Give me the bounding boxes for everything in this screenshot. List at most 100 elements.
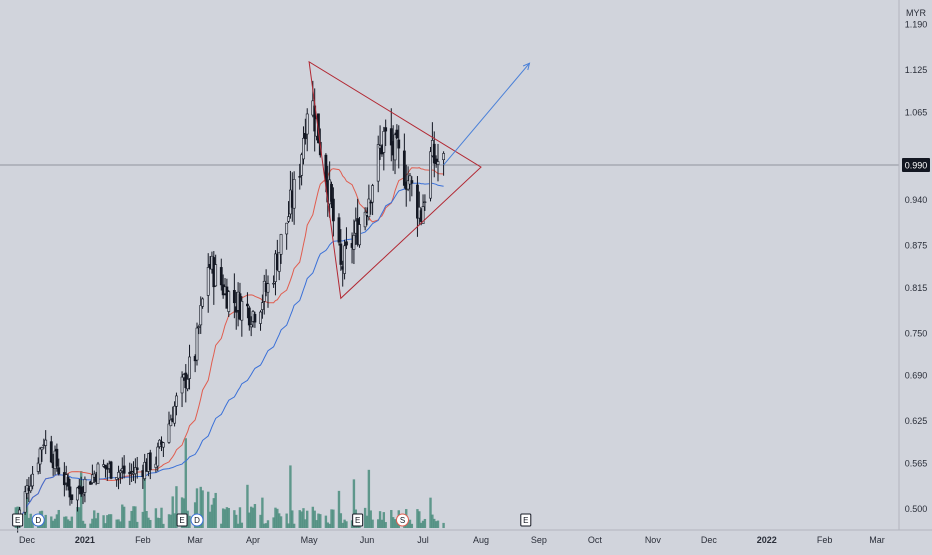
volume-bar	[324, 515, 328, 528]
candle-body	[442, 153, 445, 161]
event-marker-e-6[interactable]	[520, 513, 532, 527]
candle-body	[38, 448, 42, 465]
candle-body	[352, 235, 356, 250]
volume-bar	[171, 496, 174, 528]
y-tick-label-7: 0.750	[905, 328, 928, 338]
volume-bar	[371, 519, 374, 528]
candle-body	[345, 241, 348, 246]
y-tick-label-6: 0.815	[905, 283, 928, 293]
candle-body	[44, 439, 48, 446]
volume-bar	[261, 497, 264, 528]
x-tick-label-10: Oct	[588, 535, 603, 545]
candle-body	[423, 201, 427, 203]
candle-body	[232, 290, 236, 304]
volume-bar	[25, 497, 29, 528]
volume-bar	[264, 523, 268, 528]
volume-bar	[78, 507, 81, 528]
event-marker-d-3[interactable]	[190, 513, 204, 527]
candle-body	[57, 467, 61, 475]
candle-body	[199, 305, 203, 326]
candle-body	[29, 485, 33, 492]
candle-body	[402, 150, 406, 186]
volume-bar	[145, 510, 148, 528]
volume-bar	[416, 509, 419, 528]
volume-bar	[300, 511, 303, 528]
x-tick-label-5: May	[301, 535, 319, 545]
candle-body	[389, 128, 393, 146]
candle-body	[167, 423, 171, 443]
candle-body	[305, 113, 309, 135]
event-marker-s-5[interactable]	[395, 513, 409, 527]
breakout-arrow-line[interactable]	[443, 62, 530, 166]
drawings[interactable]	[308, 60, 531, 300]
x-tick-label-13: 2022	[757, 535, 777, 545]
volume-bar	[175, 486, 178, 528]
moving-average-line-20	[15, 167, 444, 524]
volume-bar	[53, 518, 57, 528]
candle-body	[259, 311, 262, 324]
volume-bar	[83, 523, 87, 528]
candle-body	[331, 198, 335, 222]
volume-bar	[65, 516, 68, 528]
x-tick-label-3: Mar	[187, 535, 203, 545]
volume-bar	[418, 511, 421, 528]
candle-body	[393, 134, 397, 161]
event-marker-e-2[interactable]	[176, 513, 188, 527]
event-marker-e-4[interactable]	[352, 513, 364, 527]
volume-bar	[162, 523, 165, 528]
event-marker-e-0[interactable]	[12, 513, 24, 527]
candle-body	[66, 476, 70, 487]
volume-bar	[42, 521, 46, 528]
volume-bar	[96, 512, 100, 528]
volume-bar	[68, 520, 72, 528]
volume-bar	[377, 519, 380, 528]
candle-body	[416, 184, 419, 219]
x-tick-label-9: Sep	[531, 535, 547, 545]
y-tick-label-4: 0.940	[905, 195, 928, 205]
volume-bar	[122, 506, 126, 528]
candle-body	[130, 470, 134, 473]
volume-bar	[240, 522, 244, 528]
volume-bar	[345, 521, 348, 528]
y-tick-label-8: 0.690	[905, 371, 928, 381]
volume-bar	[274, 507, 277, 528]
volume-bar	[352, 479, 356, 528]
volume-bar	[393, 519, 397, 528]
y-tick-label-2: 1.065	[905, 107, 928, 117]
candle-body	[31, 473, 35, 487]
symmetrical-triangle-drawing[interactable]	[308, 60, 482, 300]
volume-bar	[182, 498, 186, 528]
volume-bar	[343, 519, 346, 528]
event-marker-letter: E	[523, 516, 528, 525]
candle-body	[240, 301, 244, 321]
volume-bar	[149, 519, 152, 528]
volume-bar	[233, 510, 236, 528]
volume-bar	[121, 504, 124, 528]
breakout-arrow-head	[522, 62, 531, 71]
volume-bar	[391, 517, 395, 528]
event-marker-d-1[interactable]	[31, 513, 45, 527]
x-tick-label-8: Aug	[473, 535, 489, 545]
candle-body	[173, 405, 176, 424]
volume-bar	[223, 509, 227, 528]
volume-bar	[227, 507, 230, 528]
candle-body	[148, 452, 152, 471]
volume-bar	[421, 520, 425, 528]
volume-bar	[50, 516, 53, 528]
volume-bar	[263, 523, 266, 528]
x-tick-label-14: Feb	[817, 535, 833, 545]
candle-body	[214, 264, 218, 287]
event-marker-letter: E	[15, 516, 20, 525]
volume-bar	[341, 522, 344, 528]
candle-body	[367, 198, 371, 218]
volume-bar	[167, 514, 171, 528]
candle-body	[227, 291, 231, 312]
candle-body	[117, 472, 120, 479]
volume-bar	[141, 511, 145, 528]
candle-body	[186, 379, 190, 390]
volume-bar	[238, 507, 242, 528]
